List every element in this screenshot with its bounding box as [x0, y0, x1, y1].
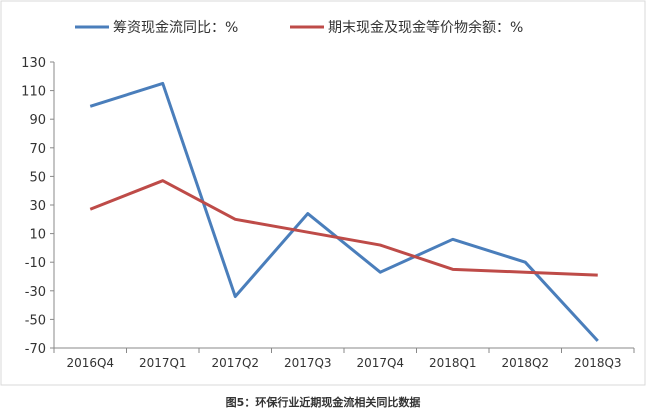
- x-tick-label: 2018Q2: [501, 356, 549, 370]
- y-tick-label: -70: [25, 342, 46, 357]
- figure-caption: 图5：环保行业近期现金流相关同比数据: [226, 395, 421, 409]
- y-tick-label: -10: [25, 256, 46, 271]
- x-tick-label: 2017Q2: [211, 356, 259, 370]
- legend-label-1: 筹资现金流同比：%: [113, 19, 238, 36]
- chart-border: [1, 1, 645, 385]
- y-tick-label: 130: [21, 56, 46, 71]
- y-tick-label: -30: [25, 285, 46, 300]
- x-tick-label: 2018Q3: [574, 356, 622, 370]
- y-tick-label: 50: [29, 170, 46, 185]
- y-tick-label: 30: [29, 199, 46, 214]
- y-tick-label: 70: [29, 142, 46, 157]
- x-tick-label: 2017Q4: [356, 356, 404, 370]
- x-tick-label: 2017Q1: [139, 356, 187, 370]
- x-tick-label: 2017Q3: [284, 356, 332, 370]
- x-tick-label: 2018Q1: [429, 356, 477, 370]
- y-tick-label: 10: [29, 228, 46, 243]
- y-tick-label: 110: [21, 85, 46, 100]
- x-tick-label: 2016Q4: [66, 356, 114, 370]
- y-tick-label: -50: [25, 313, 46, 328]
- y-tick-label: 90: [29, 113, 46, 128]
- legend-label-2: 期末现金及现金等价物余额：%: [328, 19, 523, 36]
